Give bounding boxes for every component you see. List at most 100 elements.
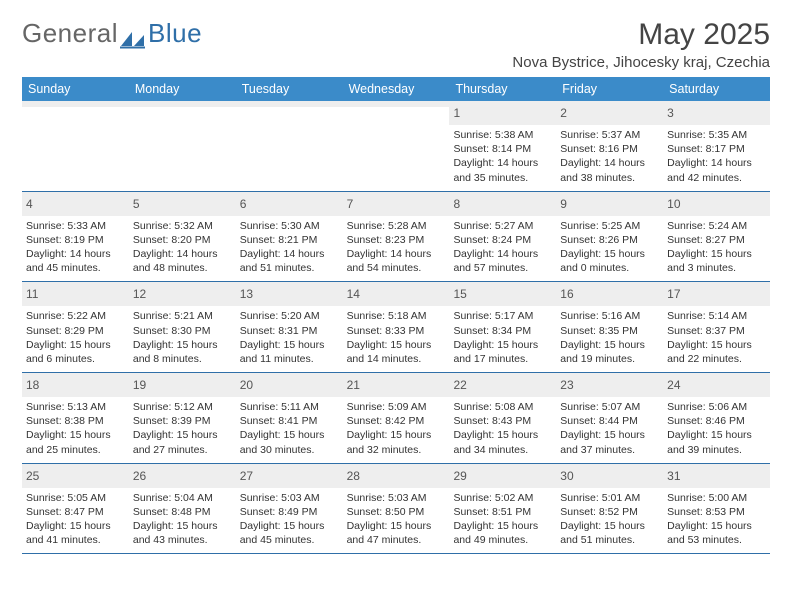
day-cell: 26Sunrise: 5:04 AMSunset: 8:48 PMDayligh… bbox=[129, 464, 236, 554]
day-number-bar bbox=[343, 101, 450, 107]
sunrise-line: Sunrise: 5:22 AM bbox=[26, 309, 125, 323]
daylight-line: Daylight: 15 hours and 11 minutes. bbox=[240, 338, 339, 366]
sunset-line: Sunset: 8:41 PM bbox=[240, 414, 339, 428]
sunset-line: Sunset: 8:39 PM bbox=[133, 414, 232, 428]
day-number-bar: 4 bbox=[22, 192, 129, 216]
sunset-line: Sunset: 8:42 PM bbox=[347, 414, 446, 428]
logo-sail-icon bbox=[120, 25, 146, 43]
day-number-bar: 25 bbox=[22, 464, 129, 488]
dow-cell: Friday bbox=[556, 77, 663, 101]
daylight-line: Daylight: 15 hours and 17 minutes. bbox=[453, 338, 552, 366]
sunrise-line: Sunrise: 5:11 AM bbox=[240, 400, 339, 414]
day-number-bar: 29 bbox=[449, 464, 556, 488]
day-cell: 25 Sunrise: 5:05 AMSunset: 8:47 PMDayligh… bbox=[22, 464, 129, 554]
day-cell: 28 Sunrise: 5:03 AMSunset: 8:50 PMDayligh… bbox=[343, 464, 450, 554]
day-number-bar: 12 bbox=[129, 282, 236, 306]
header: General Blue May 2025 Nova Bystrice, Jih… bbox=[22, 18, 770, 71]
daylight-line: Daylight: 15 hours and 39 minutes. bbox=[667, 428, 766, 456]
sunrise-line: Sunrise: 5:04 AM bbox=[133, 491, 232, 505]
week-row: 1Sunrise: 5:38 AMSunset: 8:14 PMDaylight… bbox=[22, 101, 770, 192]
day-info: Sunrise: 5:14 AMSunset: 8:37 PMDaylight:… bbox=[667, 309, 766, 366]
day-info: Sunrise: 5:30 AMSunset: 8:21 PMDaylight:… bbox=[240, 219, 339, 276]
day-cell: 20 Sunrise: 5:11 AMSunset: 8:41 PMDayligh… bbox=[236, 373, 343, 463]
day-number-bar: 30 bbox=[556, 464, 663, 488]
sunset-line: Sunset: 8:26 PM bbox=[560, 233, 659, 247]
day-number: 23 bbox=[560, 378, 573, 392]
day-of-week-header: Sunday Monday Tuesday Wednesday Thursday… bbox=[22, 77, 770, 101]
day-info: Sunrise: 5:27 AMSunset: 8:24 PMDaylight:… bbox=[453, 219, 552, 276]
daylight-line: Daylight: 15 hours and 25 minutes. bbox=[26, 428, 125, 456]
day-number-bar: 10 bbox=[663, 192, 770, 216]
sunset-line: Sunset: 8:44 PM bbox=[560, 414, 659, 428]
daylight-line: Daylight: 15 hours and 30 minutes. bbox=[240, 428, 339, 456]
sunrise-line: Sunrise: 5:18 AM bbox=[347, 309, 446, 323]
daylight-line: Daylight: 15 hours and 8 minutes. bbox=[133, 338, 232, 366]
day-info: Sunrise: 5:08 AMSunset: 8:43 PMDaylight:… bbox=[453, 400, 552, 457]
daylight-line: Daylight: 15 hours and 27 minutes. bbox=[133, 428, 232, 456]
day-cell: 5Sunrise: 5:32 AMSunset: 8:20 PMDaylight… bbox=[129, 192, 236, 282]
location-line: Nova Bystrice, Jihocesky kraj, Czechia bbox=[512, 54, 770, 71]
sunrise-line: Sunrise: 5:37 AM bbox=[560, 128, 659, 142]
day-cell: 3Sunrise: 5:35 AMSunset: 8:17 PMDaylight… bbox=[663, 101, 770, 191]
day-cell: 19Sunrise: 5:12 AMSunset: 8:39 PMDayligh… bbox=[129, 373, 236, 463]
day-info: Sunrise: 5:20 AMSunset: 8:31 PMDaylight:… bbox=[240, 309, 339, 366]
dow-cell: Saturday bbox=[663, 77, 770, 101]
day-number-bar: 20 bbox=[236, 373, 343, 397]
day-number: 30 bbox=[560, 469, 573, 483]
day-number-bar: 23 bbox=[556, 373, 663, 397]
sunrise-line: Sunrise: 5:33 AM bbox=[26, 219, 125, 233]
daylight-line: Daylight: 15 hours and 14 minutes. bbox=[347, 338, 446, 366]
sunrise-line: Sunrise: 5:01 AM bbox=[560, 491, 659, 505]
day-info: Sunrise: 5:05 AMSunset: 8:47 PMDaylight:… bbox=[26, 491, 125, 548]
sunrise-line: Sunrise: 5:03 AM bbox=[347, 491, 446, 505]
day-number-bar: 19 bbox=[129, 373, 236, 397]
sunset-line: Sunset: 8:16 PM bbox=[560, 142, 659, 156]
sunset-line: Sunset: 8:17 PM bbox=[667, 142, 766, 156]
sunrise-line: Sunrise: 5:05 AM bbox=[26, 491, 125, 505]
day-number-bar: 26 bbox=[129, 464, 236, 488]
daylight-line: Daylight: 15 hours and 0 minutes. bbox=[560, 247, 659, 275]
day-cell: 8 Sunrise: 5:27 AMSunset: 8:24 PMDaylight… bbox=[449, 192, 556, 282]
day-number: 8 bbox=[453, 197, 460, 211]
sunrise-line: Sunrise: 5:08 AM bbox=[453, 400, 552, 414]
day-number: 12 bbox=[133, 287, 146, 301]
day-number: 9 bbox=[560, 197, 567, 211]
day-number: 14 bbox=[347, 287, 360, 301]
day-number: 28 bbox=[347, 469, 360, 483]
daylight-line: Daylight: 15 hours and 19 minutes. bbox=[560, 338, 659, 366]
day-cell: 22 Sunrise: 5:08 AMSunset: 8:43 PMDayligh… bbox=[449, 373, 556, 463]
sunset-line: Sunset: 8:14 PM bbox=[453, 142, 552, 156]
day-info: Sunrise: 5:02 AMSunset: 8:51 PMDaylight:… bbox=[453, 491, 552, 548]
day-number-bar: 8 bbox=[449, 192, 556, 216]
day-number-bar: 22 bbox=[449, 373, 556, 397]
day-number-bar: 28 bbox=[343, 464, 450, 488]
day-number: 22 bbox=[453, 378, 466, 392]
day-number-bar: 6 bbox=[236, 192, 343, 216]
daylight-line: Daylight: 15 hours and 37 minutes. bbox=[560, 428, 659, 456]
day-cell: 29 Sunrise: 5:02 AMSunset: 8:51 PMDayligh… bbox=[449, 464, 556, 554]
day-cell: 18Sunrise: 5:13 AMSunset: 8:38 PMDayligh… bbox=[22, 373, 129, 463]
day-number-bar: 16 bbox=[556, 282, 663, 306]
day-cell: 13Sunrise: 5:20 AMSunset: 8:31 PMDayligh… bbox=[236, 282, 343, 372]
day-info: Sunrise: 5:38 AMSunset: 8:14 PMDaylight:… bbox=[453, 128, 552, 185]
day-info: Sunrise: 5:11 AMSunset: 8:41 PMDaylight:… bbox=[240, 400, 339, 457]
sunset-line: Sunset: 8:37 PM bbox=[667, 324, 766, 338]
day-info: Sunrise: 5:32 AMSunset: 8:20 PMDaylight:… bbox=[133, 219, 232, 276]
day-cell: 14Sunrise: 5:18 AMSunset: 8:33 PMDayligh… bbox=[343, 282, 450, 372]
daylight-line: Daylight: 15 hours and 51 minutes. bbox=[560, 519, 659, 547]
day-number: 27 bbox=[240, 469, 253, 483]
day-info: Sunrise: 5:03 AMSunset: 8:50 PMDaylight:… bbox=[347, 491, 446, 548]
sunset-line: Sunset: 8:29 PM bbox=[26, 324, 125, 338]
day-info: Sunrise: 5:33 AMSunset: 8:19 PMDaylight:… bbox=[26, 219, 125, 276]
day-info: Sunrise: 5:16 AMSunset: 8:35 PMDaylight:… bbox=[560, 309, 659, 366]
day-number-bar bbox=[22, 101, 129, 107]
day-number: 10 bbox=[667, 197, 680, 211]
daylight-line: Daylight: 15 hours and 45 minutes. bbox=[240, 519, 339, 547]
week-row: 11Sunrise: 5:22 AMSunset: 8:29 PMDayligh… bbox=[22, 282, 770, 373]
sunset-line: Sunset: 8:43 PM bbox=[453, 414, 552, 428]
day-number: 31 bbox=[667, 469, 680, 483]
daylight-line: Daylight: 14 hours and 48 minutes. bbox=[133, 247, 232, 275]
daylight-line: Daylight: 15 hours and 34 minutes. bbox=[453, 428, 552, 456]
sunset-line: Sunset: 8:31 PM bbox=[240, 324, 339, 338]
day-info: Sunrise: 5:28 AMSunset: 8:23 PMDaylight:… bbox=[347, 219, 446, 276]
